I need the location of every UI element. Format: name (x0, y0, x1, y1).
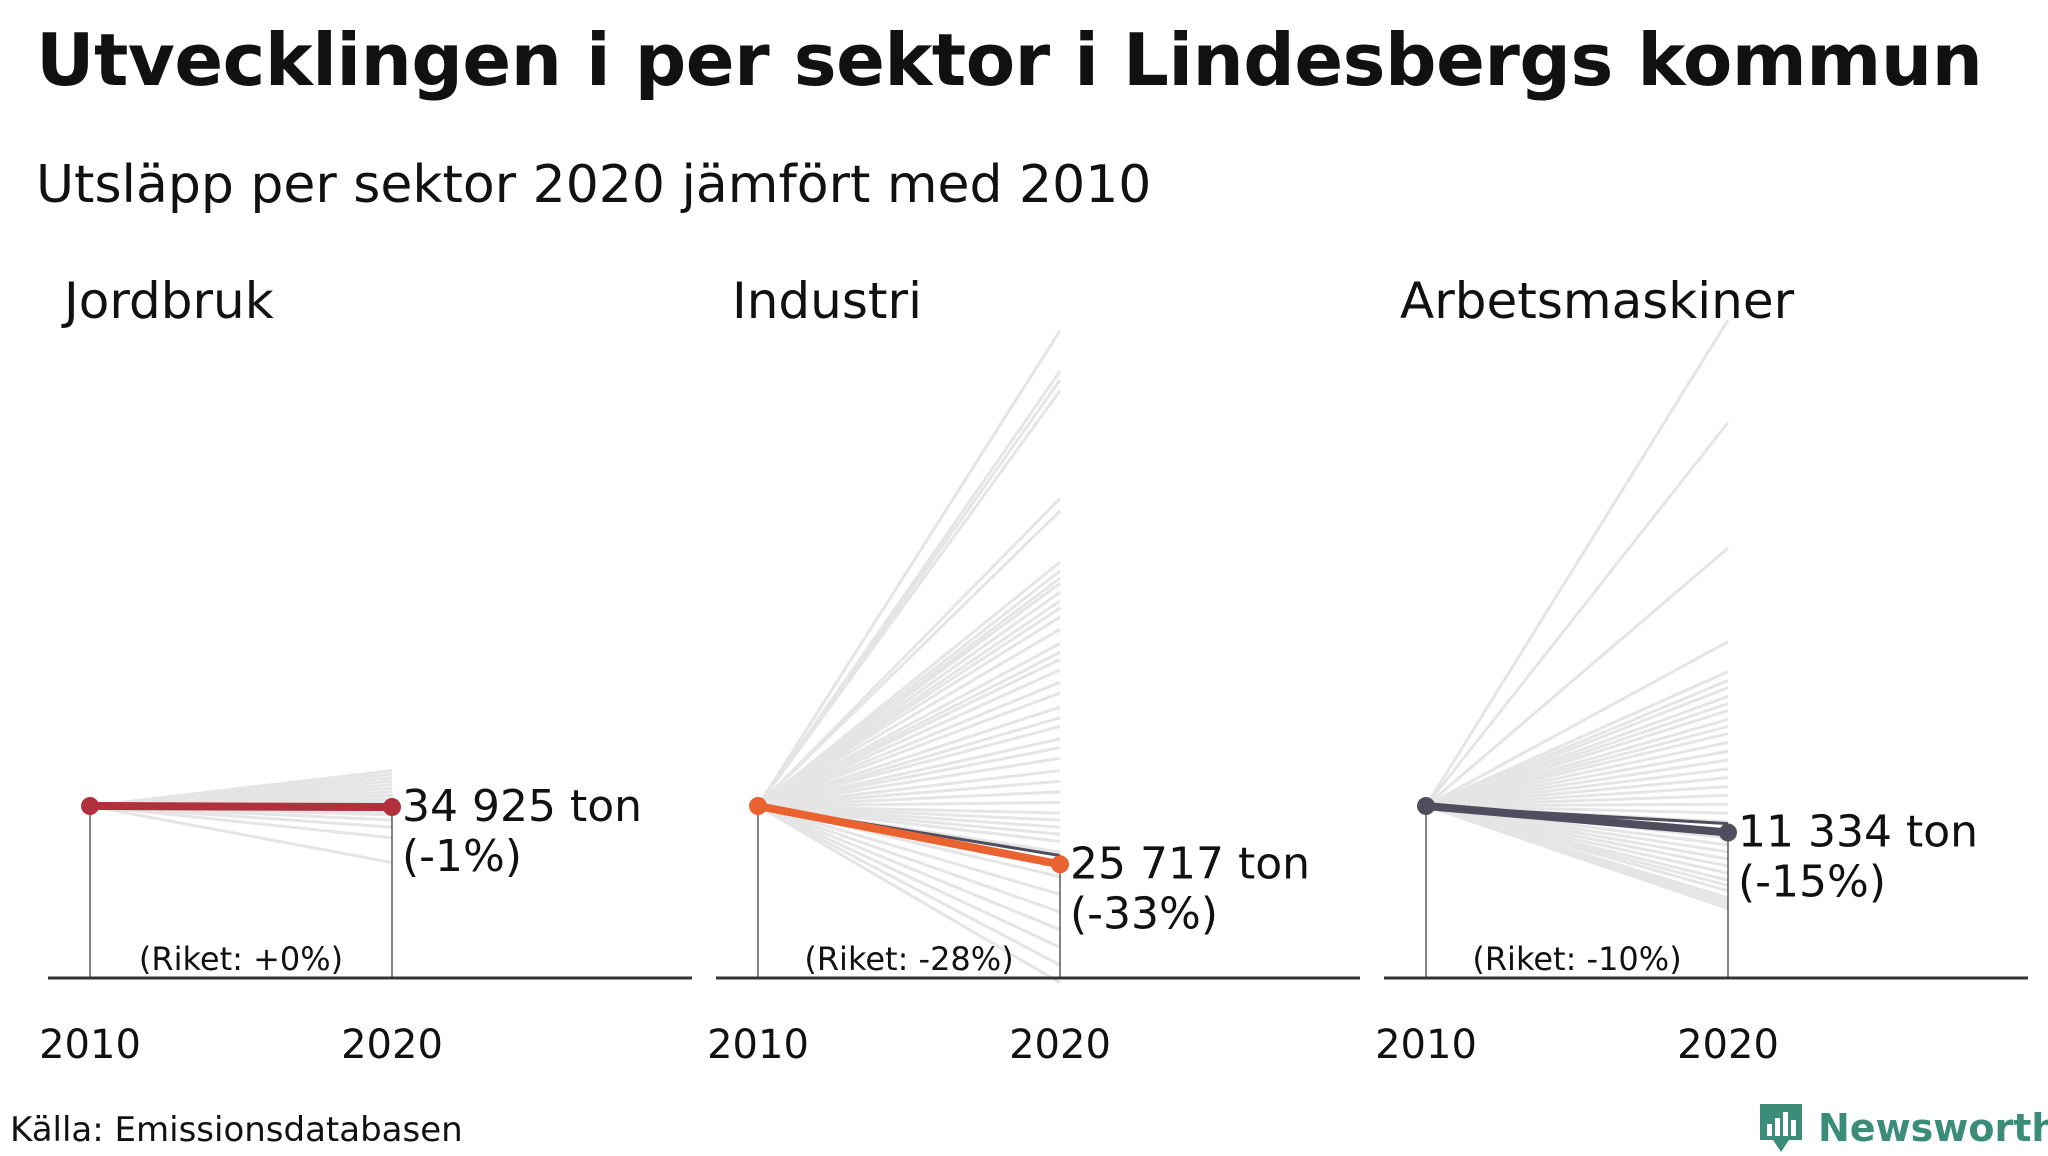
other-municipality-line (757, 705, 1061, 808)
bar-chart-logo-icon (1760, 1104, 1802, 1152)
other-municipality-line (756, 509, 1062, 808)
tick-label-2010: 2010 (39, 1022, 141, 1068)
other-municipality-line (1424, 319, 1730, 807)
other-municipality-line (757, 800, 1061, 808)
value-label: 34 925 ton (402, 781, 642, 832)
panel-title: Jordbruk (61, 272, 274, 330)
other-municipality-line (757, 680, 1061, 808)
municipality-line (1422, 802, 1732, 837)
other-municipality-line (757, 790, 1061, 808)
point-2010 (1417, 797, 1435, 815)
change-label: (-15%) (1738, 857, 1886, 908)
other-municipality-line (757, 804, 1061, 932)
point-2010 (749, 797, 767, 815)
other-municipality-line (756, 329, 1062, 807)
source-note: Källa: Emissionsdatabasen (10, 1110, 463, 1150)
other-municipality-line (1425, 804, 1729, 910)
municipality-line (754, 802, 1064, 869)
change-label: (-33%) (1070, 888, 1218, 939)
other-municipality-line (757, 756, 1061, 808)
brand-name: Newsworthy (1818, 1106, 2048, 1150)
chart-subtitle: Utsläpp per sektor 2020 jämfört med 2010 (36, 155, 1152, 215)
other-municipality-line (757, 804, 1061, 967)
tick-label-2020: 2020 (341, 1022, 443, 1068)
other-municipality-line (757, 804, 1061, 984)
tick-label-2020: 2020 (1677, 1022, 1779, 1068)
chart-title: Utvecklingen i per sektor i Lindesbergs … (36, 18, 1983, 102)
other-municipality-line (757, 657, 1061, 808)
other-municipality-line (757, 628, 1061, 808)
tick-label-2010: 2010 (1375, 1022, 1477, 1068)
point-2020 (1719, 823, 1737, 842)
other-municipality-line (757, 615, 1061, 808)
other-municipality-line (757, 746, 1061, 808)
panel-title: Arbetsmaskiner (1400, 272, 1795, 330)
other-municipality-line (757, 804, 1061, 914)
chart-panel-industri: Industri 25 717 ton(-33%) (Riket: -28%) 201… (707, 272, 1360, 1068)
point-2010 (81, 797, 99, 815)
other-municipality-line (757, 725, 1061, 808)
tick-label-2020: 2020 (1009, 1022, 1111, 1068)
tick-label-2010: 2010 (707, 1022, 809, 1068)
value-label: 25 717 ton (1070, 838, 1310, 889)
newsworthy-logo: Newsworthy (1756, 1100, 2048, 1156)
national-label: (Riket: +0%) (139, 940, 343, 978)
other-municipality-line (757, 804, 1061, 896)
other-municipality-line (756, 389, 1062, 807)
other-municipality-line (1425, 546, 1729, 808)
national-label: (Riket: -28%) (804, 940, 1013, 978)
other-municipality-line (1425, 640, 1729, 808)
chart-panel-jordbruk: Jordbruk 34 925 ton(-1%) (Riket: +0%) 2010 2… (39, 272, 692, 1068)
change-label: (-1%) (402, 831, 522, 882)
point-2020 (1051, 855, 1069, 874)
other-municipality-line (757, 769, 1061, 808)
panel-title: Industri (732, 272, 922, 330)
other-municipality-line (757, 668, 1061, 808)
national-label: (Riket: -10%) (1472, 940, 1681, 978)
other-municipality-line (1424, 421, 1730, 807)
other-municipality-line (757, 804, 1061, 949)
chart-panel-arbetsmaskiner: Arbetsmaskiner 11 334 ton(-15%) (Riket: -1… (1375, 272, 2028, 1068)
value-label: 11 334 ton (1738, 807, 1978, 858)
municipality-line (86, 802, 396, 812)
other-municipality-line (757, 779, 1061, 808)
other-municipality-line (89, 804, 393, 865)
other-municipality-line (757, 691, 1061, 808)
point-2020 (383, 798, 401, 817)
other-municipality-line (89, 804, 393, 840)
